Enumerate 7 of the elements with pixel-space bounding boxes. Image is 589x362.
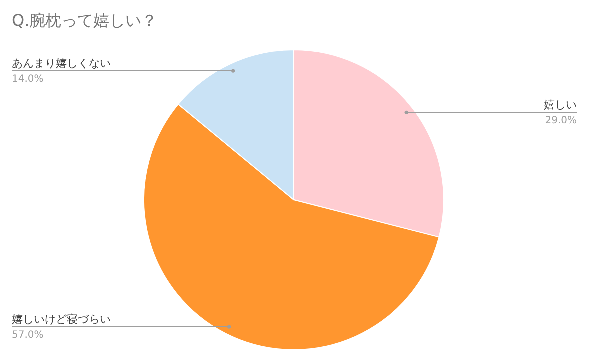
data-label: 14.0% — [12, 74, 44, 86]
data-label: 57.0% — [12, 330, 44, 341]
data-label: 29.0% — [545, 116, 577, 127]
slice-label: あんまり嬉しくない — [12, 57, 111, 70]
chart-title: Q.腕枕って嬉しい？ — [12, 11, 158, 30]
slice-label: 嬉しい — [544, 98, 577, 112]
slice-label: 嬉しいけど寝づらい — [12, 312, 111, 326]
